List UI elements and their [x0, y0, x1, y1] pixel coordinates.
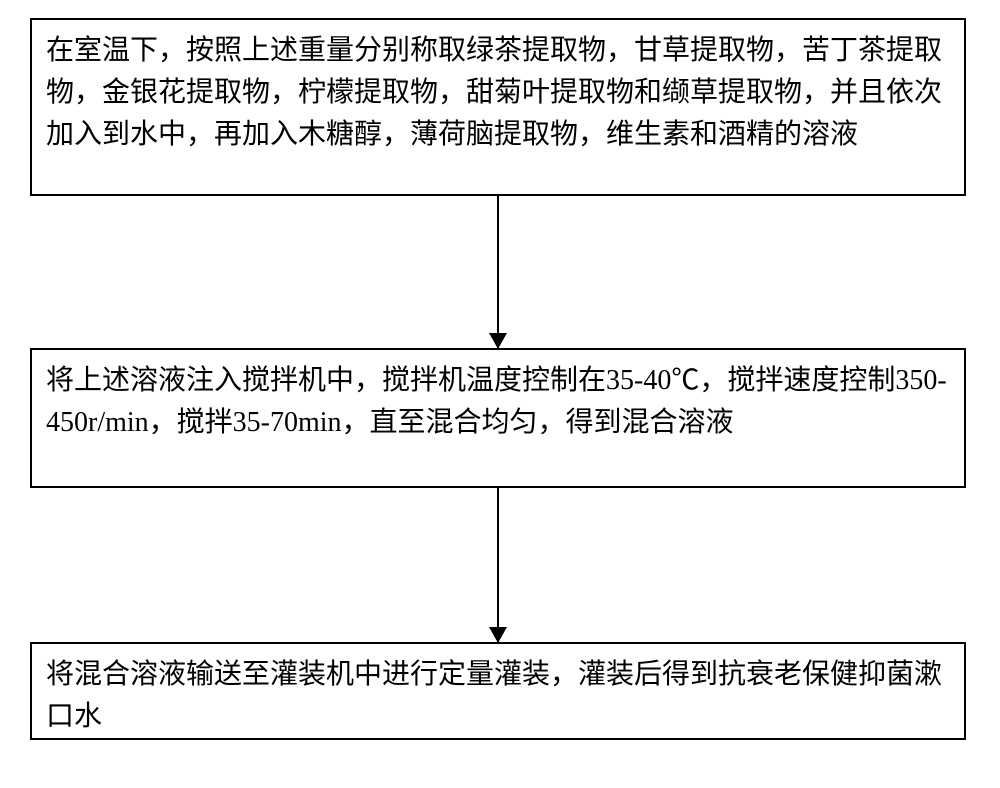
flowchart-step-3: 将混合溶液输送至灌装机中进行定量灌装，灌装后得到抗衰老保健抑菌漱口水	[30, 642, 966, 740]
flowchart-step-1: 在室温下，按照上述重量分别称取绿茶提取物，甘草提取物，苦丁茶提取物，金银花提取物…	[30, 18, 966, 196]
arrow-2-container	[30, 488, 966, 642]
arrow-down-icon	[497, 488, 499, 642]
flowchart-step-2: 将上述溶液注入搅拌机中，搅拌机温度控制在35-40℃，搅拌速度控制350-450…	[30, 348, 966, 488]
step-1-text: 在室温下，按照上述重量分别称取绿茶提取物，甘草提取物，苦丁茶提取物，金银花提取物…	[46, 35, 942, 150]
step-3-text: 将混合溶液输送至灌装机中进行定量灌装，灌装后得到抗衰老保健抑菌漱口水	[46, 659, 942, 732]
step-2-text: 将上述溶液注入搅拌机中，搅拌机温度控制在35-40℃，搅拌速度控制350-450…	[46, 365, 947, 438]
arrow-1-container	[30, 196, 966, 348]
arrow-down-icon	[497, 196, 499, 348]
flowchart-container: 在室温下，按照上述重量分别称取绿茶提取物，甘草提取物，苦丁茶提取物，金银花提取物…	[30, 18, 970, 740]
